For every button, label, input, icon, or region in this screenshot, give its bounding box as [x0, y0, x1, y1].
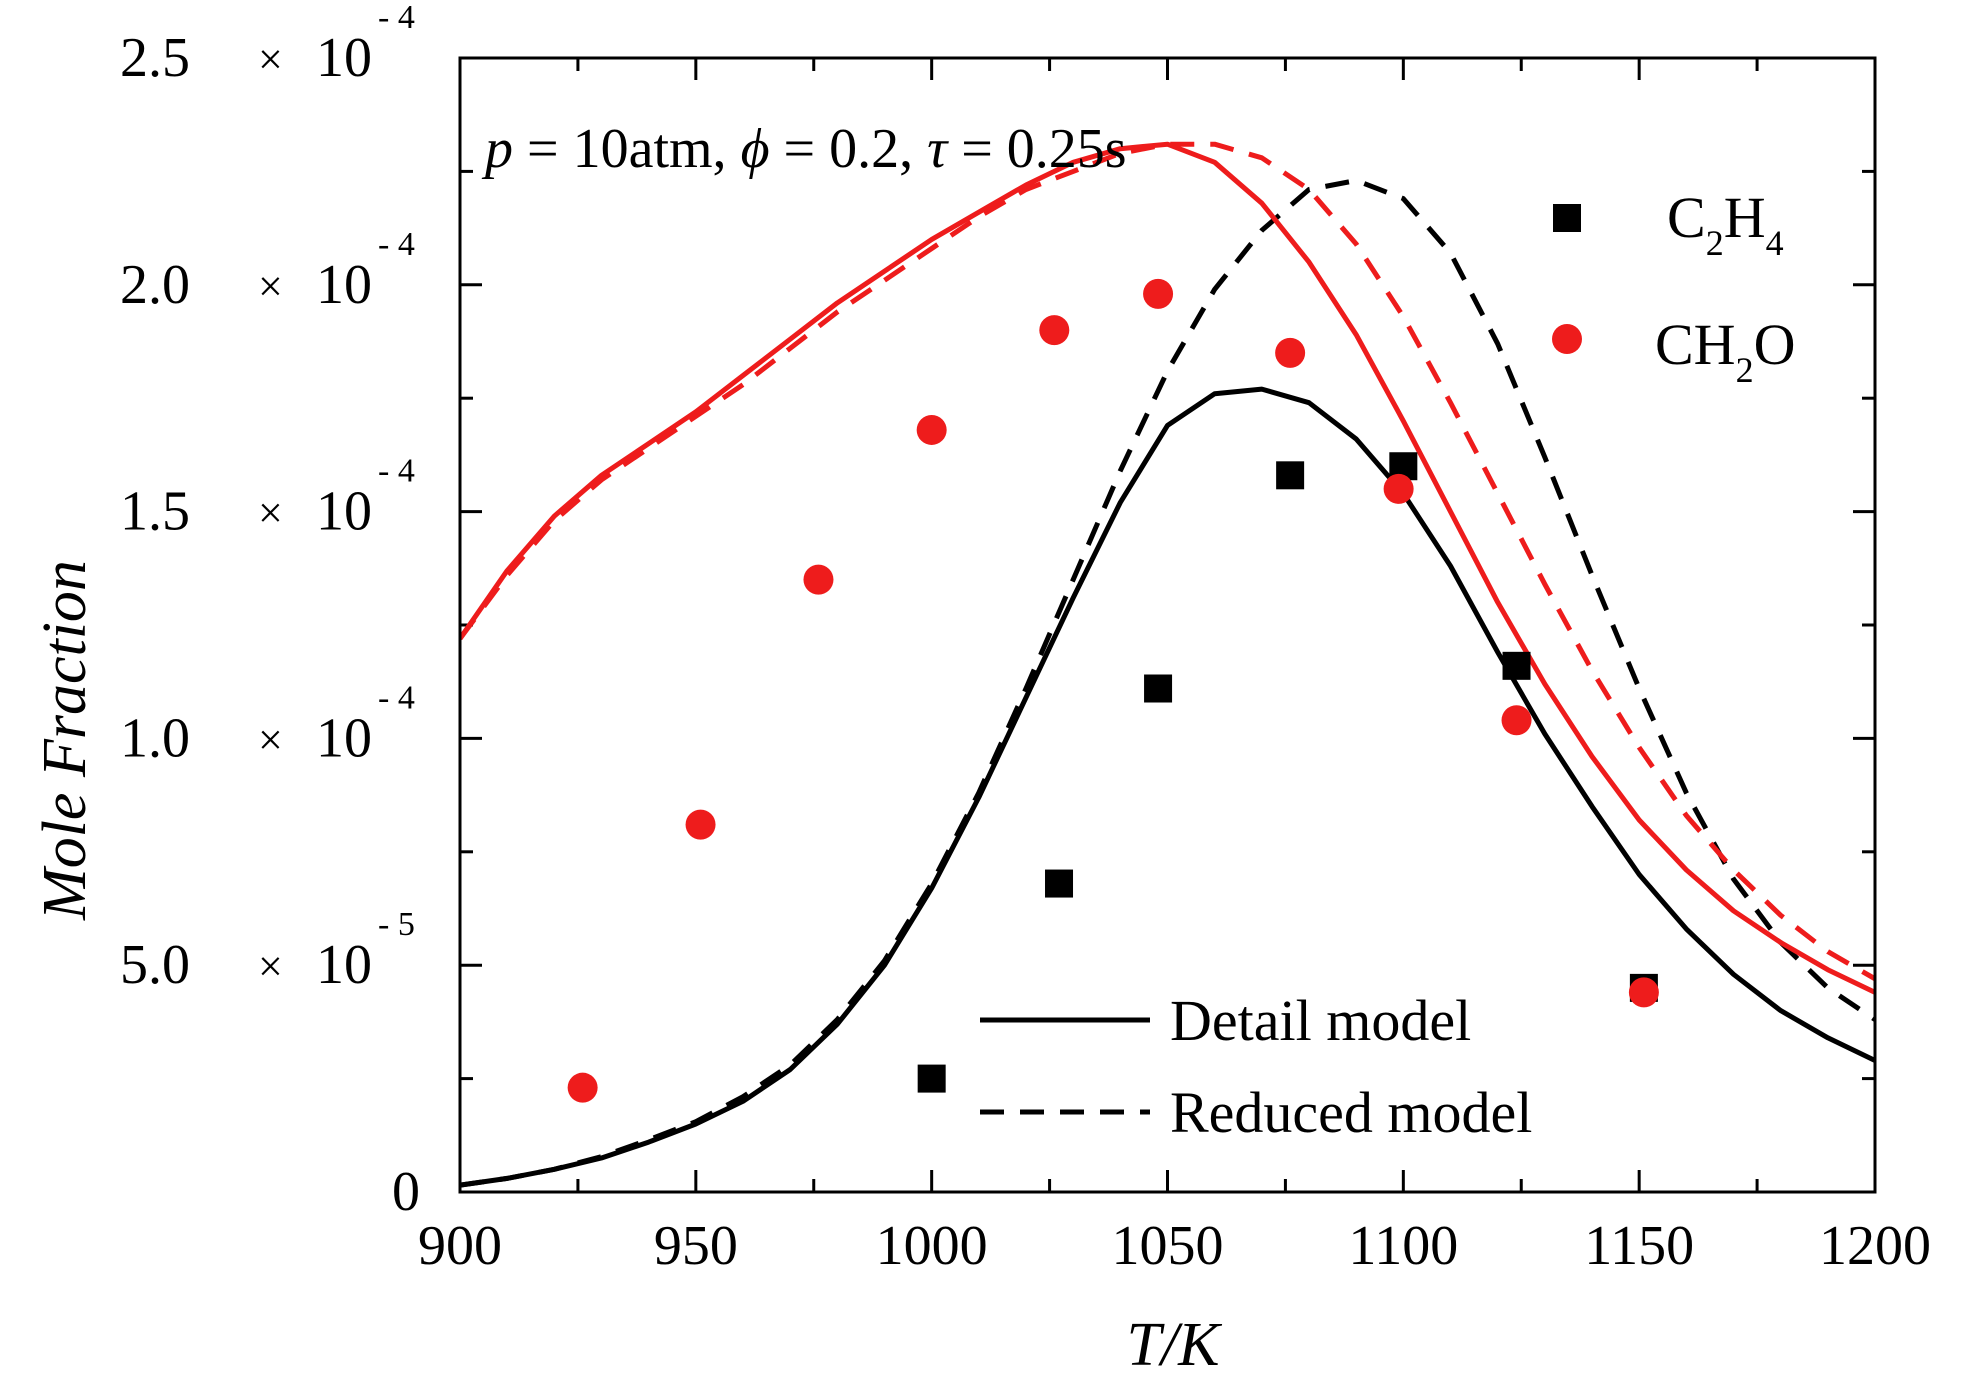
c2h4-point: [1502, 651, 1531, 680]
ch2o-point: [1039, 315, 1070, 346]
y-tick-label-mantissa: 1.5: [120, 481, 190, 543]
legend-c2h4-label: C2H4: [1667, 185, 1784, 263]
ch2o-reduced-model-line: [460, 141, 1875, 981]
c2h4-point: [1144, 674, 1173, 703]
ch2o-point: [567, 1072, 598, 1103]
y-tick-label-base: 10: [316, 934, 372, 996]
legend-markers: C2H4 CH2O: [1552, 185, 1795, 390]
legend-c2h4-h: H: [1724, 185, 1766, 250]
ch2o-point: [1628, 977, 1659, 1008]
legend-c2h4-c: C: [1667, 185, 1706, 250]
x-tick-label: 1100: [1348, 1215, 1458, 1277]
legend-ch2o-ch: CH: [1655, 312, 1736, 377]
y-tick-label-times: ×: [258, 715, 283, 764]
ch2o-point: [1501, 705, 1532, 736]
x-tick-label: 950: [654, 1215, 738, 1277]
ch2o-point: [803, 564, 834, 595]
y-tick-label-exponent: - 4: [378, 679, 415, 716]
legend-c2h4-sub1: 2: [1706, 223, 1724, 263]
y-tick-label-exponent: - 5: [378, 906, 415, 943]
c2h4-detail-model-line: [460, 386, 1875, 1188]
c2h4-point: [1276, 461, 1305, 490]
ch2o-point: [685, 809, 716, 840]
y-tick-label-mantissa: 5.0: [120, 934, 190, 996]
y-tick-label-times: ×: [258, 489, 283, 538]
x-tick-label: 1000: [876, 1215, 988, 1277]
legend-square-marker: [1553, 204, 1581, 232]
ch2o-point: [916, 414, 947, 445]
x-tick-label: 1050: [1112, 1215, 1224, 1277]
x-tick-label: 1200: [1819, 1215, 1931, 1277]
axis-ticks: [458, 56, 1877, 1194]
y-tick-label-times: ×: [258, 262, 283, 311]
ch2o-detail-model-line: [460, 141, 1875, 995]
y-tick-label-mantissa: 2.0: [120, 254, 190, 316]
legend-ch2o-o: O: [1754, 312, 1796, 377]
ch2o-point: [1275, 337, 1306, 368]
y-tick-label-exponent: - 4: [378, 453, 415, 490]
y-tick-label-base: 10: [316, 27, 372, 89]
y-tick-label-exponent: - 4: [378, 226, 415, 263]
annotation-phi: ϕ: [741, 118, 770, 180]
c2h4-point: [1045, 869, 1074, 898]
legend-c2h4-sub2: 4: [1766, 223, 1784, 263]
annotation-p-value: = 10atm,: [513, 118, 741, 180]
y-tick-label-base: 10: [316, 707, 372, 769]
x-tick-labels: 900 950 1000 1050 1100 1150 1200: [418, 1215, 1931, 1277]
legend-ch2o-label: CH2O: [1655, 312, 1795, 390]
y-tick-label: 0: [392, 1161, 420, 1223]
legend-circle-marker: [1552, 324, 1582, 354]
clipped-series: [460, 141, 1875, 1188]
ch2o-point: [1143, 278, 1174, 309]
annotation-tau: τ: [927, 118, 949, 180]
annotation-p: p: [481, 118, 513, 180]
y-tick-labels: 05.0 × 10- 51.0 × 10- 41.5 × 10- 42.0 × 10- 42.5…: [120, 0, 420, 1223]
x-axis-label: T/K: [1126, 1311, 1223, 1379]
c2h4-reduced-model-line: [460, 178, 1875, 1188]
c2h4-point: [917, 1064, 946, 1093]
y-tick-label-mantissa: 2.5: [120, 27, 190, 89]
x-tick-label: 1150: [1584, 1215, 1694, 1277]
condition-annotation: p = 10atm, ϕ = 0.2, τ = 0.25s: [481, 118, 1127, 180]
annotation-tau-value: = 0.25s: [947, 118, 1126, 180]
legend-reduced-model-label: Reduced model: [1170, 1080, 1532, 1145]
y-tick-label-times: ×: [258, 35, 283, 84]
legend-ch2o-sub1: 2: [1736, 350, 1754, 390]
legend-detail-model-label: Detail model: [1170, 988, 1471, 1053]
y-tick-label-base: 10: [316, 254, 372, 316]
ch2o-point: [1383, 473, 1414, 504]
plot-frame: [458, 56, 1877, 1194]
y-tick-label-base: 10: [316, 481, 372, 543]
y-tick-label-mantissa: 1.0: [120, 707, 190, 769]
y-tick-label-exponent: - 4: [378, 0, 415, 36]
series-layer: [460, 141, 1875, 1188]
y-tick-label-times: ×: [258, 942, 283, 991]
x-tick-label: 900: [418, 1215, 502, 1277]
y-axis-label: Mole Fraction: [31, 560, 99, 921]
legend-lines: Detail model Reduced model: [980, 988, 1532, 1145]
annotation-phi-value: = 0.2,: [770, 118, 928, 180]
